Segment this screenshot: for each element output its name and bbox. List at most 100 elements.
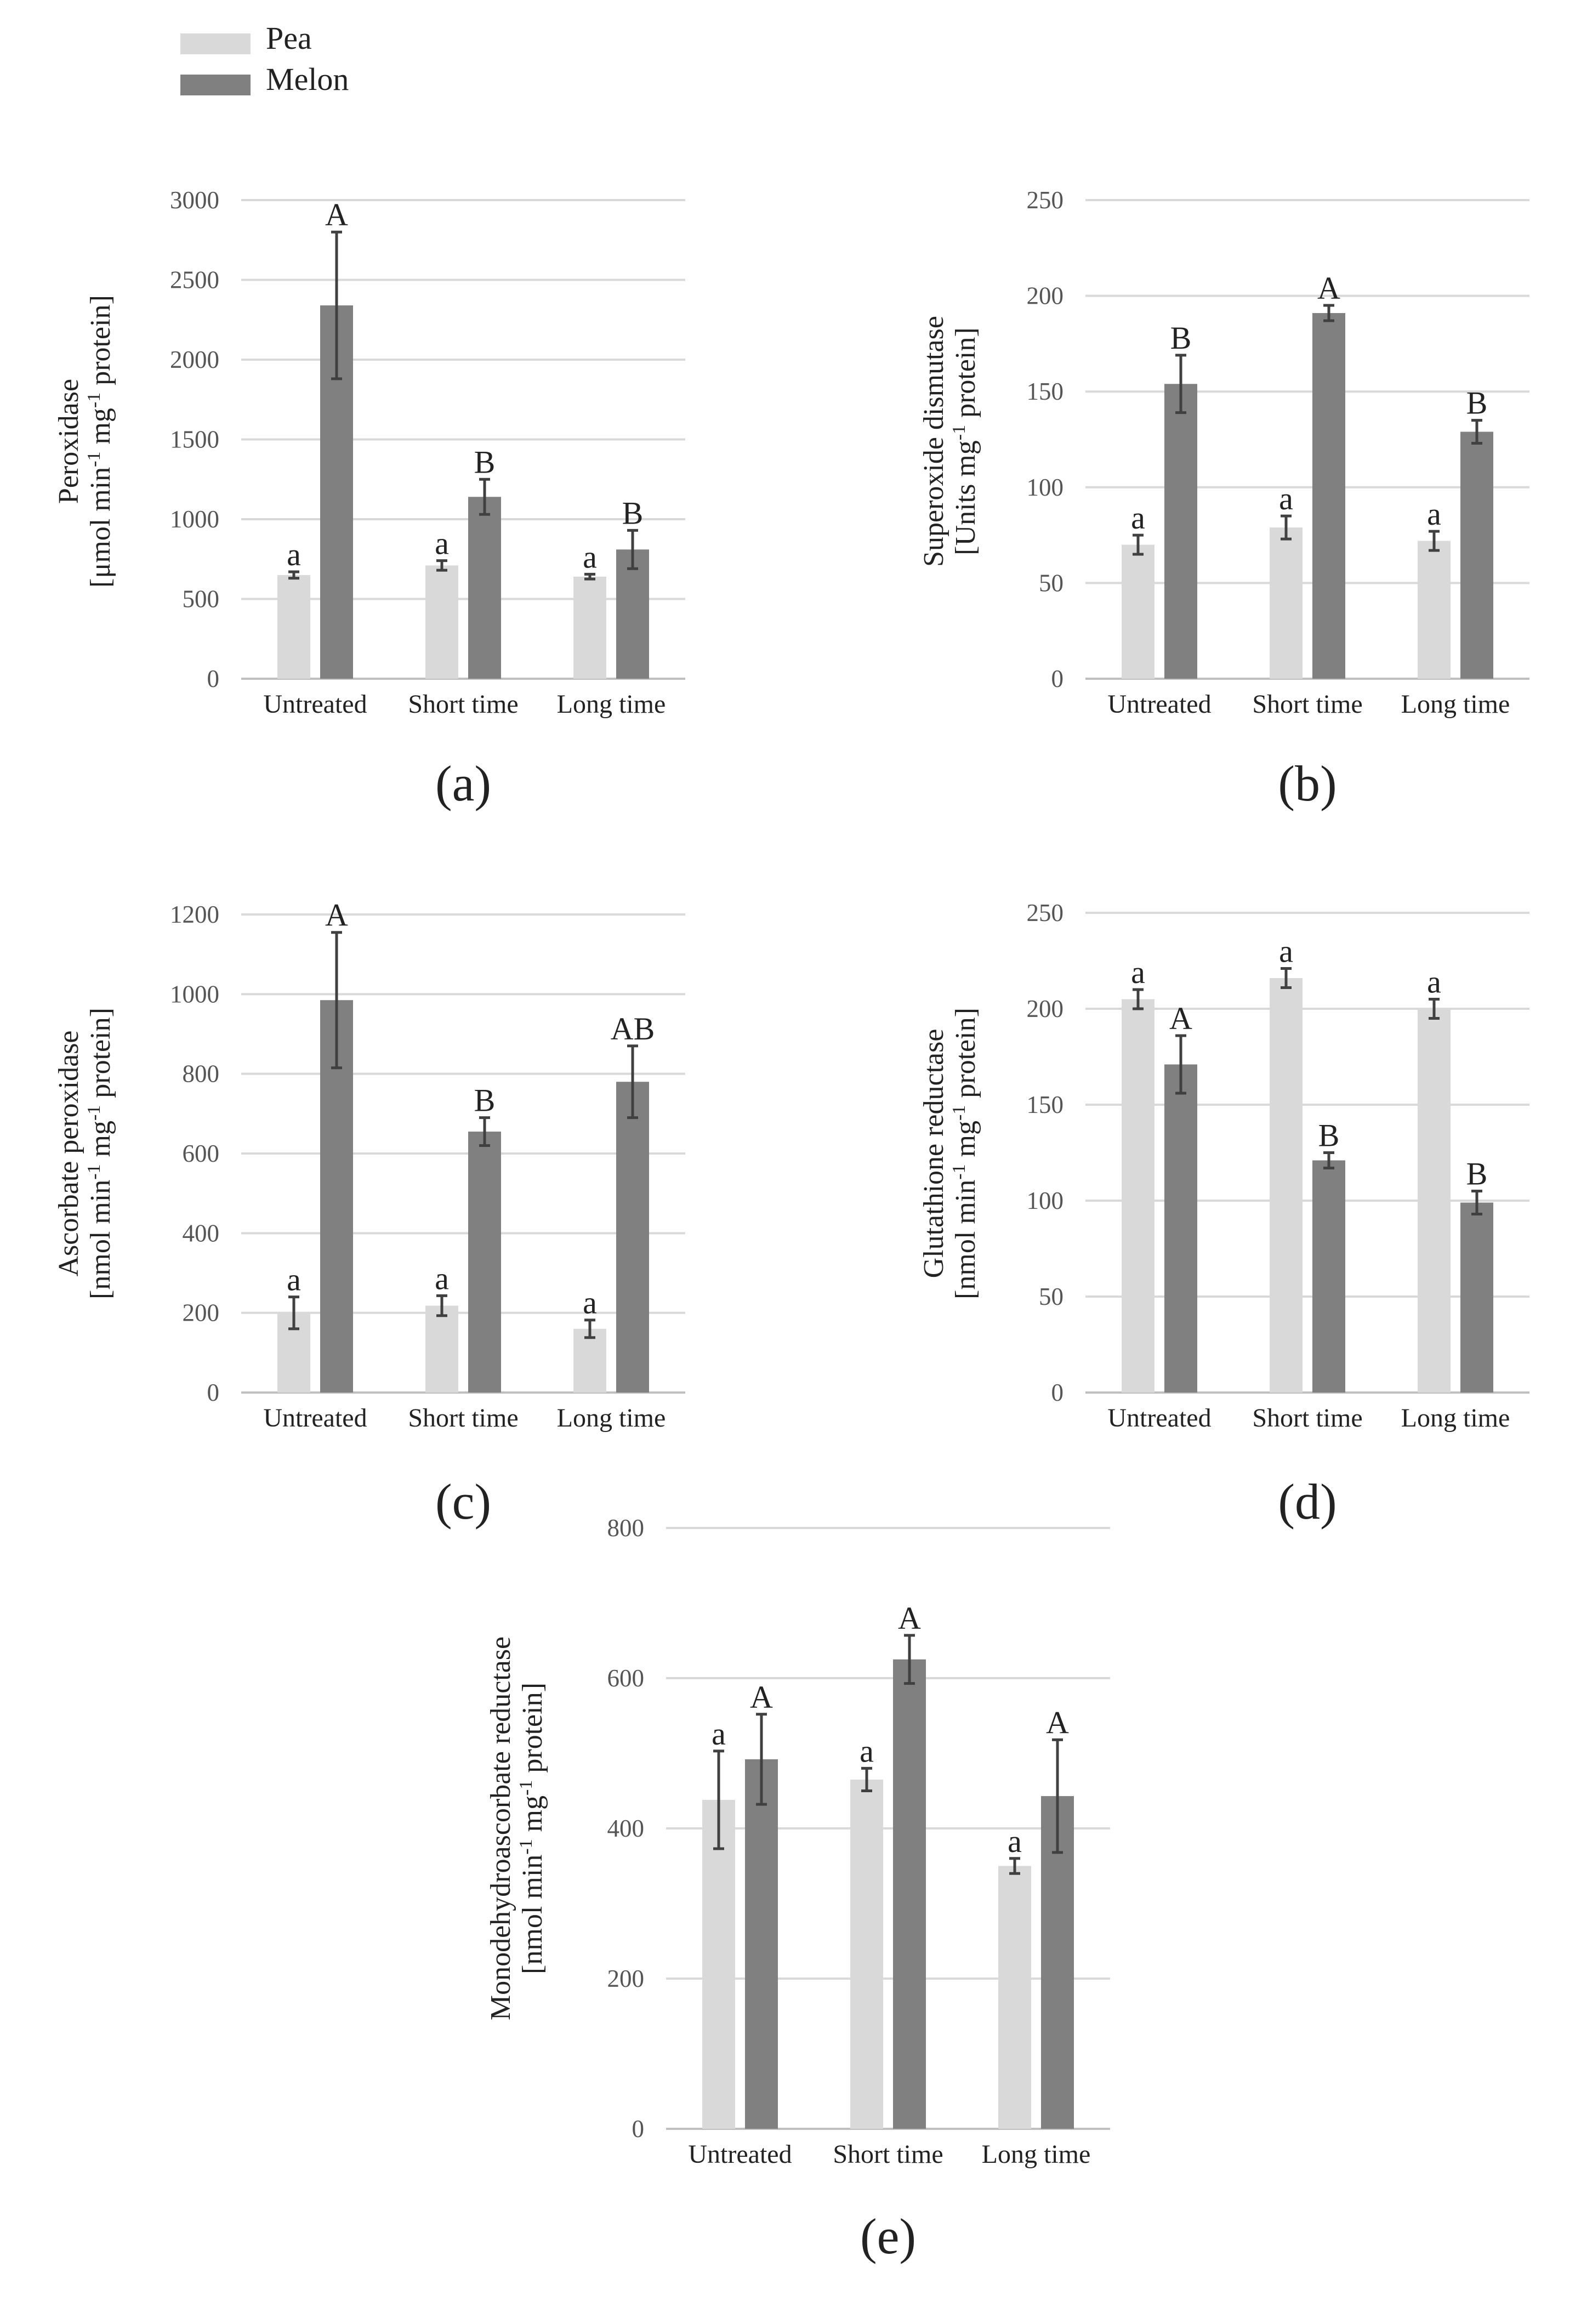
significance-letter-melon-short-time: B [474, 1083, 496, 1118]
y-tick-label: 2500 [170, 266, 219, 294]
bar-melon-short-time [1312, 1160, 1345, 1393]
error-bar-pea-short-time [1281, 967, 1292, 989]
bar-pea-short-time [425, 565, 458, 679]
error-bar-pea-long-time [1429, 530, 1440, 552]
y-tick-label: 1000 [170, 980, 219, 1008]
panel-b: 0 50 100 150 200 250 Superoxide dismutase[Unit… [918, 186, 1529, 811]
y-tick-label: 100 [1027, 474, 1064, 501]
bar-melon-untreated [1164, 384, 1197, 679]
panel-a: 0 500 1000 1500 2000 2500 3000 Peroxidase[μmol … [53, 186, 685, 811]
significance-letter-melon-short-time: A [1317, 270, 1340, 306]
significance-letter-melon-short-time: B [1318, 1118, 1340, 1154]
x-tick-label-short-time: Short time [408, 690, 518, 719]
significance-letter-melon-long-time: B [1466, 385, 1488, 421]
y-tick-label: 200 [607, 1965, 645, 1992]
bar-melon-short-time [1312, 313, 1345, 679]
bar-melon-short-time [468, 497, 501, 679]
y-tick-label: 600 [607, 1664, 645, 1692]
panel-c: 0 200 400 600 800 1000 1200 Ascorbate peroxidas… [53, 897, 685, 1530]
significance-letter-pea-long-time: a [1427, 496, 1441, 532]
panel-e: 0 200 400 600 800 Monodehydroascorbate reduct… [485, 1514, 1110, 2264]
error-bar-melon-short-time [1323, 304, 1334, 322]
legend-label-melon: Melon [266, 61, 349, 97]
significance-letter-melon-long-time: B [622, 495, 644, 531]
x-tick-label-untreated: Untreated [1107, 690, 1211, 719]
x-tick-label-long-time: Long time [557, 690, 666, 719]
error-bar-pea-long-time [1009, 1857, 1020, 1875]
y-tick-label: 600 [183, 1140, 220, 1167]
significance-letter-pea-short-time: a [1279, 934, 1293, 969]
bar-melon-untreated [1164, 1064, 1197, 1393]
significance-letter-melon-short-time: B [474, 444, 496, 480]
x-tick-label-long-time: Long time [1401, 1404, 1510, 1433]
y-tick-label: 200 [183, 1299, 220, 1327]
y-axis-title: Superoxide dismutase[Units mg-1 protein] [918, 316, 981, 567]
panel-label: (b) [1278, 755, 1337, 811]
y-tick-label: 1200 [170, 901, 219, 928]
bar-pea-untreated [277, 575, 310, 679]
error-bar-melon-short-time [1323, 1151, 1334, 1169]
x-tick-label-short-time: Short time [408, 1404, 518, 1433]
y-tick-label: 1500 [170, 426, 219, 453]
y-tick-label: 2000 [170, 346, 219, 373]
y-tick-label: 1000 [170, 505, 219, 533]
y-axis-title: Peroxidase[μmol min-1 mg-1 protein] [53, 295, 116, 588]
error-bar-melon-short-time [904, 1634, 915, 1685]
significance-letter-pea-short-time: a [435, 526, 449, 561]
significance-letter-melon-long-time: A [1046, 1704, 1069, 1740]
bar-melon-untreated [745, 1759, 778, 2129]
error-bar-pea-untreated [288, 1295, 299, 1331]
y-tick-label: 800 [183, 1060, 220, 1088]
bar-pea-untreated [702, 1799, 735, 2129]
error-bar-melon-long-time [627, 1044, 638, 1120]
legend-swatch-pea [180, 33, 251, 54]
bar-melon-short-time [893, 1659, 926, 2129]
y-tick-label: 250 [1027, 899, 1064, 927]
y-tick-label: 800 [607, 1514, 645, 1542]
x-tick-label-short-time: Short time [833, 2140, 943, 2169]
x-tick-label-short-time: Short time [1252, 1404, 1362, 1433]
y-tick-label: 400 [183, 1219, 220, 1247]
error-bar-pea-untreated [1133, 988, 1144, 1010]
error-bar-melon-untreated [331, 931, 342, 1070]
significance-letter-pea-short-time: a [1279, 481, 1293, 516]
x-tick-label-long-time: Long time [557, 1404, 666, 1433]
y-tick-label: 3000 [170, 186, 219, 214]
y-tick-label: 200 [1027, 282, 1064, 310]
bar-melon-long-time [1460, 1202, 1493, 1393]
error-bar-pea-short-time [436, 559, 447, 572]
y-tick-label: 100 [1027, 1187, 1064, 1214]
y-tick-label: 0 [1051, 665, 1064, 692]
error-bar-pea-untreated [713, 1749, 724, 1850]
x-tick-label-untreated: Untreated [1107, 1404, 1211, 1433]
x-tick-label-untreated: Untreated [263, 1404, 367, 1433]
significance-letter-pea-untreated: a [712, 1716, 726, 1752]
x-tick-label-short-time: Short time [1252, 690, 1362, 719]
y-tick-label: 0 [1051, 1379, 1064, 1406]
significance-letter-melon-short-time: A [898, 1600, 921, 1636]
x-tick-label-untreated: Untreated [688, 2140, 792, 2169]
error-bar-pea-short-time [1281, 514, 1292, 541]
y-tick-label: 50 [1039, 1283, 1064, 1310]
panel-label: (a) [435, 755, 491, 811]
error-bar-melon-untreated [756, 1713, 767, 1806]
bar-pea-long-time [573, 1328, 606, 1393]
bar-pea-untreated [1122, 544, 1155, 679]
significance-letter-melon-untreated: B [1170, 320, 1192, 356]
error-bar-pea-long-time [584, 572, 595, 581]
significance-letter-pea-untreated: a [1131, 954, 1145, 990]
error-bar-pea-long-time [584, 1319, 595, 1339]
y-axis-title: Ascorbate peroxidase[nmol min-1 mg-1 pro… [53, 1008, 116, 1299]
bar-pea-long-time [1418, 541, 1451, 679]
error-bar-pea-short-time [861, 1766, 872, 1792]
error-bar-melon-short-time [479, 478, 490, 516]
bar-melon-short-time [468, 1132, 501, 1393]
x-tick-label-untreated: Untreated [263, 690, 367, 719]
bar-pea-long-time [573, 576, 606, 679]
significance-letter-melon-long-time: B [1466, 1156, 1488, 1192]
panel-d: 0 50 100 150 200 250 Glutathione reductase[nmo… [918, 899, 1529, 1530]
bar-pea-long-time [1418, 1009, 1451, 1393]
significance-letter-melon-untreated: A [325, 897, 348, 933]
bar-pea-short-time [850, 1779, 883, 2129]
